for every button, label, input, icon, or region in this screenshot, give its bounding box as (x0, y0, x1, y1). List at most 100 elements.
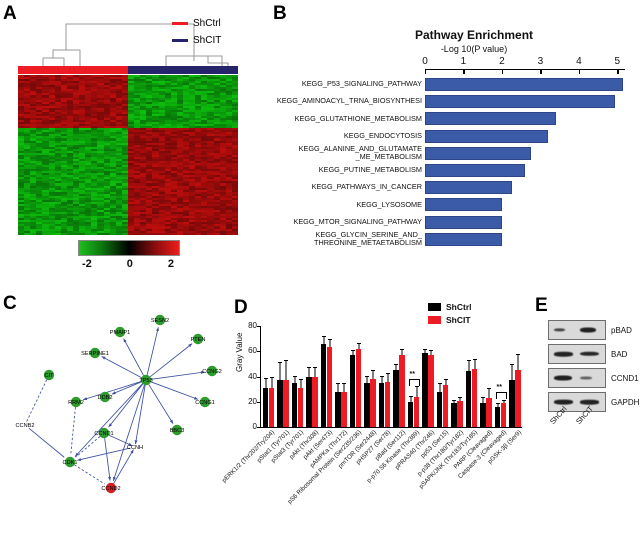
pathway-row[interactable]: KEGG_AMINOACYL_TRNA_BIOSYNTHESI (268, 95, 640, 109)
network-node-sesn2[interactable] (154, 314, 166, 326)
pathway-row[interactable]: KEGG_GLYCIN_SERINE_AND_ THREONINE_METAETA… (268, 230, 640, 247)
heatmap-cell (109, 183, 116, 186)
heatmap-cell (213, 208, 220, 211)
heatmap-cell (170, 115, 177, 118)
heatmap-cell (54, 187, 61, 190)
heatmap-cell (164, 220, 171, 223)
pathway-row[interactable]: KEGG_MTOR_SIGNALING_PATHWAY (268, 215, 640, 229)
network-edge (108, 434, 133, 447)
heatmap-cell (121, 214, 128, 217)
heatmap-cell (140, 208, 147, 211)
heatmap-cell (140, 199, 147, 202)
heatmap-cell (195, 167, 202, 170)
heatmap-cell (231, 179, 238, 182)
heatmap-cell (24, 179, 31, 182)
heatmap-cell (91, 199, 98, 202)
network-node-pten[interactable] (192, 333, 204, 345)
heatmap-cell (66, 132, 73, 135)
bar-rect (413, 396, 420, 427)
heatmap-cell (219, 91, 226, 94)
network-node-ccng1[interactable] (199, 396, 211, 408)
heatmap-cell (24, 210, 31, 213)
heatmap-cell (79, 158, 86, 161)
heatmap-cell (60, 173, 67, 176)
heatmap-cell (42, 83, 49, 86)
heatmap-cell (91, 206, 98, 209)
heatmap-cell (115, 97, 122, 100)
pathway-row[interactable]: KEGG_P53_SIGNALING_PATHWAY (268, 78, 640, 91)
heatmap-cell (134, 208, 141, 211)
heatmap-cell (225, 156, 232, 159)
heatmap-cell (54, 124, 61, 127)
heatmap-cell (121, 203, 128, 206)
heatmap-cell (195, 218, 202, 221)
heatmap-cell (97, 181, 104, 184)
blot-band (580, 327, 596, 333)
heatmap-cell (66, 173, 73, 176)
heatmap-cell (97, 171, 104, 174)
heatmap-cell (60, 111, 67, 114)
heatmap-cell (182, 210, 190, 213)
heatmap-cell (103, 193, 110, 196)
heatmap-cell (91, 167, 98, 170)
heatmap-cell (18, 193, 25, 196)
pathway-row[interactable]: KEGG_ALANINE_AND_GLUTAMATE _ME_METABOLISM (268, 144, 640, 161)
heatmap-cell (164, 208, 171, 211)
heatmap-cell (54, 138, 61, 141)
heatmap-cell (189, 218, 196, 221)
heatmap-cell (109, 97, 116, 100)
network-node-rrm2[interactable] (70, 396, 82, 408)
heatmap-cell (66, 85, 73, 88)
heatmap-cell (42, 171, 49, 174)
heatmap-cell (42, 89, 49, 92)
heatmap-cell (146, 220, 153, 223)
heatmap-cell (48, 224, 55, 227)
pathway-row[interactable]: KEGG_GLUTATHIONE_METABOLISM (268, 112, 640, 126)
heatmap-cell (72, 179, 80, 182)
heatmap-cell (158, 195, 165, 198)
legend-label-shcit: ShCIT (193, 35, 222, 46)
heatmap-cell (231, 183, 238, 186)
network-node-ccng2[interactable] (206, 365, 218, 377)
heatmap-cell (54, 181, 61, 184)
network-node-ccnd2[interactable] (105, 482, 117, 494)
network-node-pmaip1[interactable] (114, 326, 126, 338)
heatmap-cell (207, 77, 214, 80)
b-tick-label: 0 (422, 56, 428, 67)
heatmap-cell (195, 109, 202, 112)
bar-shcit (428, 326, 434, 427)
heatmap-cell (72, 216, 80, 219)
heatmap-cell (121, 138, 128, 141)
pathway-row[interactable]: KEGG_ENDOCYTOSIS (268, 129, 640, 143)
pathway-bar (425, 215, 502, 229)
heatmap-cell (189, 91, 196, 94)
network-node-cit[interactable] (43, 369, 55, 381)
heatmap-cell (158, 136, 165, 139)
network-node-ccnd1[interactable] (98, 427, 110, 439)
pathway-row[interactable]: KEGG_PATHWAYS_IN_CANCER (268, 181, 640, 195)
network-node-tp53[interactable] (140, 374, 152, 386)
heatmap-cell (170, 126, 177, 129)
heatmap-cell (158, 152, 165, 155)
heatmap-cell (176, 87, 183, 90)
network-node-bbc3[interactable] (171, 424, 183, 436)
heatmap-cell (115, 148, 122, 151)
network-node-serpine1[interactable] (89, 347, 101, 359)
heatmap-cell (231, 158, 238, 161)
heatmap-cell (48, 232, 55, 235)
heatmap-cell (115, 156, 122, 159)
heatmap-cell (36, 197, 43, 200)
pathway-row[interactable]: KEGG_LYSOSOME (268, 198, 640, 212)
network-node-cdk1[interactable] (64, 456, 76, 468)
pathway-row[interactable]: KEGG_PUTINE_METABOLISM (268, 163, 640, 177)
heatmap-cell (121, 83, 128, 86)
heatmap-cell (72, 206, 80, 209)
heatmap-cell (140, 158, 147, 161)
heatmap-cell (158, 130, 165, 133)
heatmap-cell (182, 136, 190, 139)
heatmap-cell (66, 87, 73, 90)
heatmap-cell (36, 195, 43, 198)
heatmap-cell (134, 163, 141, 166)
heatmap-cell (54, 115, 61, 118)
network-node-ddb2[interactable] (99, 391, 111, 403)
